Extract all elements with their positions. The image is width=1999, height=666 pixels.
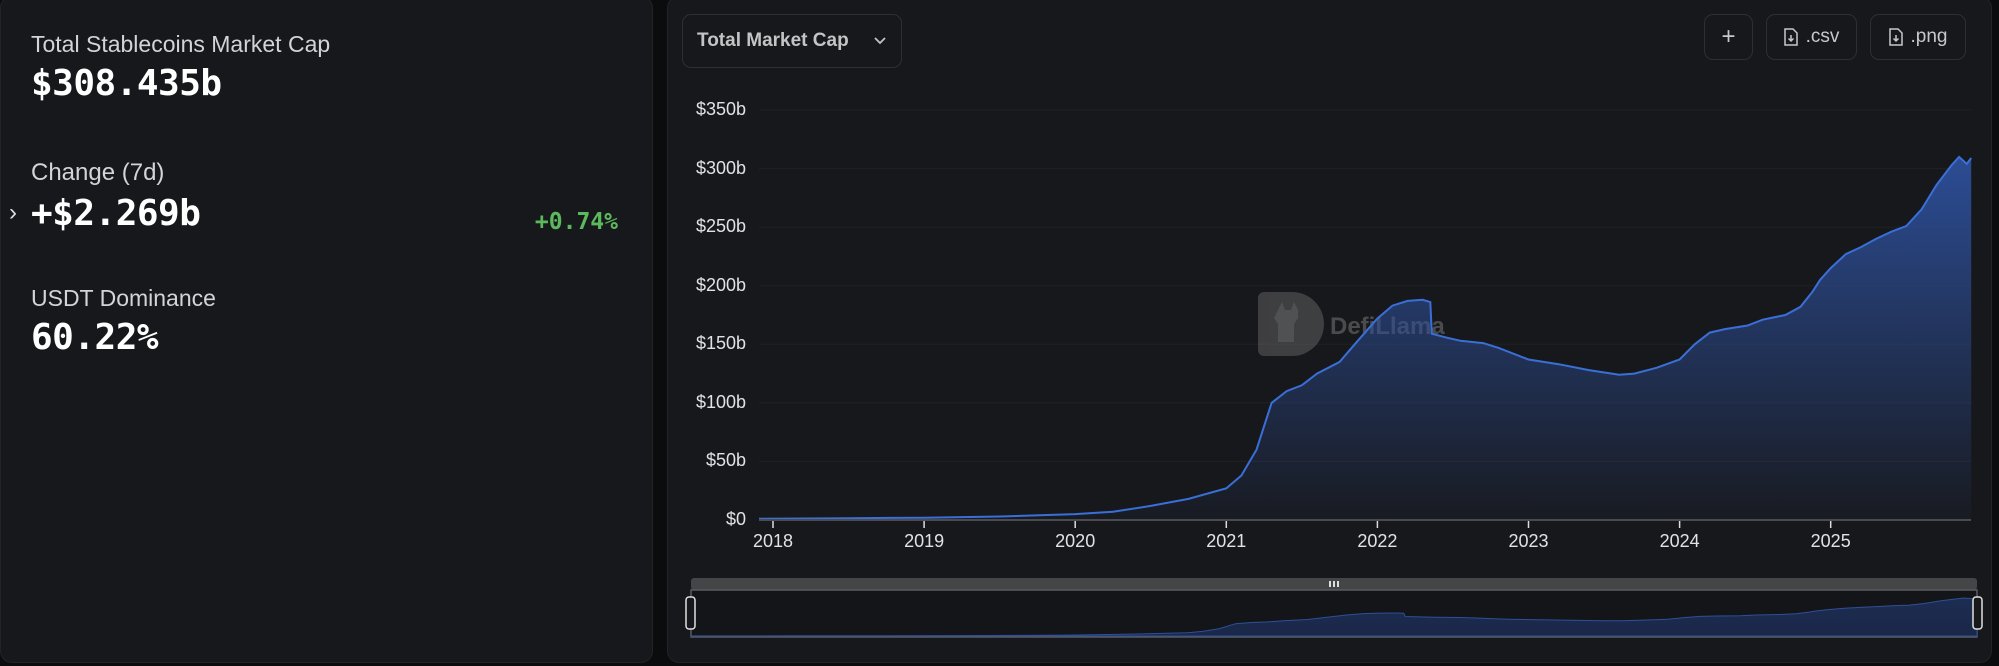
x-tick-label: 2022	[1357, 531, 1398, 551]
y-tick-label: $350b	[695, 99, 746, 119]
x-tick-label: 2025	[1810, 531, 1851, 551]
y-tick-label: $150b	[695, 333, 746, 354]
csv-download-button[interactable]: .csv	[1766, 14, 1857, 60]
csv-label: .csv	[1805, 26, 1840, 47]
range-handle-right[interactable]	[1972, 596, 1983, 630]
png-download-button[interactable]: .png	[1870, 14, 1966, 60]
x-axis-ticks	[772, 521, 1832, 528]
change-value: +$2.269b	[31, 193, 201, 234]
dominance-label: USDT Dominance	[31, 285, 216, 311]
add-label: +	[1721, 23, 1736, 50]
y-tick-label: $250b	[695, 216, 746, 237]
y-tick-label: $300b	[695, 157, 746, 178]
navigator-area	[690, 597, 1978, 637]
x-tick-label: 2021	[1206, 531, 1247, 551]
y-tick-label: $0	[725, 509, 746, 529]
x-tick-label: 2020	[1055, 531, 1096, 551]
y-tick-label: $200b	[695, 274, 746, 295]
x-tick-label: 2023	[1508, 531, 1549, 551]
drag-grip-icon[interactable]	[1329, 581, 1339, 587]
x-tick-label: 2024	[1659, 531, 1700, 551]
summary-panel: Total Stablecoins Market Cap $308.435b C…	[0, 0, 653, 663]
series-line	[758, 155, 1972, 520]
area-fill	[759, 156, 1972, 520]
metric-dropdown-label: Total Market Cap	[697, 30, 849, 51]
png-label: .png	[1910, 26, 1948, 47]
y-tick-label: $50b	[705, 450, 746, 471]
market-cap-label: Total Stablecoins Market Cap	[31, 31, 331, 57]
chevron-right-icon[interactable]: ›	[9, 199, 17, 226]
change-label: Change (7d)	[31, 159, 165, 186]
add-button[interactable]: +	[1704, 14, 1753, 60]
range-handle-left[interactable]	[685, 596, 696, 630]
chevron-down-icon	[874, 37, 886, 45]
file-download-icon	[1888, 28, 1903, 46]
x-tick-label: 2019	[904, 531, 945, 551]
x-tick-label: 2018	[752, 531, 794, 551]
file-download-icon	[1783, 28, 1798, 46]
change-percent: +0.74%	[534, 209, 618, 235]
dominance-value: 60.22%	[31, 317, 159, 358]
market-cap-value: $308.435b	[31, 63, 222, 104]
metric-dropdown[interactable]: Total Market Cap	[682, 14, 902, 68]
y-tick-label: $100b	[695, 391, 746, 412]
